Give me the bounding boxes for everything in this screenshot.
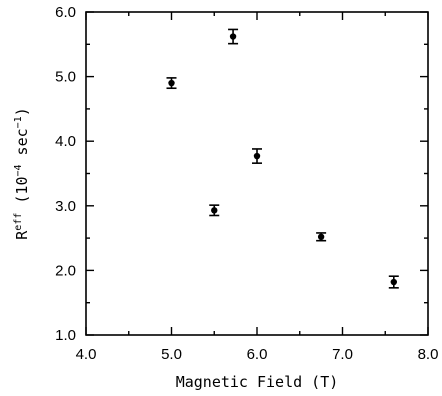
data-point — [209, 204, 220, 217]
data-point — [166, 77, 177, 90]
y-tick-label: 1.0 — [55, 327, 76, 344]
data-marker — [229, 33, 237, 40]
y-tick-label: 4.0 — [55, 133, 76, 150]
x-tick-label: 4.0 — [76, 346, 97, 363]
y-axis-label-close: ) — [13, 107, 31, 116]
y-axis-label-superscript: eff — [13, 213, 24, 231]
x-axis-label: Magnetic Field (T) — [176, 373, 339, 391]
y-axis-label-unit-exponent: −1 — [13, 116, 24, 128]
data-marker — [211, 207, 218, 214]
data-point — [316, 232, 327, 242]
y-tick-label: 3.0 — [55, 198, 76, 215]
plot-frame — [85, 11, 429, 336]
x-tick-label: 6.0 — [247, 346, 268, 363]
data-point — [252, 148, 262, 164]
y-axis-label: Reff (10−4 sec−1) — [13, 107, 31, 239]
y-axis-label-open: (10 — [13, 177, 31, 213]
data-marker — [390, 278, 397, 286]
y-axis-label-base: R — [13, 230, 31, 240]
y-tick-label: 2.0 — [55, 262, 76, 279]
y-axis-label-exponent: −4 — [13, 164, 24, 176]
data-point — [388, 275, 399, 289]
x-tick-label: 5.0 — [161, 346, 182, 363]
y-axis-label-unit: sec — [13, 128, 31, 164]
ticks — [85, 11, 429, 336]
tick-labels: 4.0 5.0 6.0 7.0 8.0 1.0 2.0 3.0 4.0 5.0 6.0 — [55, 4, 438, 363]
data-points — [166, 28, 399, 289]
x-tick-label: 8.0 — [418, 346, 439, 363]
data-marker — [317, 233, 325, 241]
data-marker — [168, 79, 175, 87]
data-marker — [253, 152, 261, 160]
x-tick-label: 7.0 — [332, 346, 353, 363]
y-tick-label: 6.0 — [55, 4, 76, 21]
y-tick-label: 5.0 — [55, 69, 76, 86]
data-point — [228, 28, 239, 45]
